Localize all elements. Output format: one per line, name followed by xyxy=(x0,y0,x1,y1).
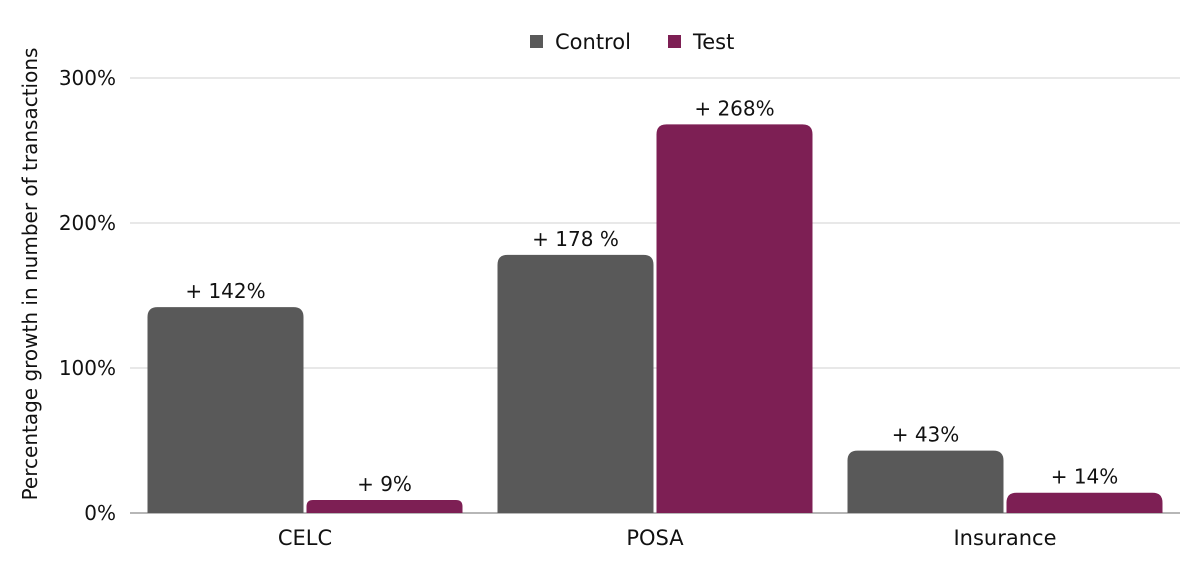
data-label: + 268% xyxy=(694,96,774,120)
data-label: + 142% xyxy=(185,279,265,303)
y-tick-label: 200% xyxy=(59,211,116,235)
category-label: POSA xyxy=(626,526,684,550)
y-tick-label: 100% xyxy=(59,356,116,380)
y-axis-title: Percentage growth in number of transacti… xyxy=(18,48,42,501)
legend-label-control: Control xyxy=(555,30,631,54)
bar-control-insurance xyxy=(847,450,1004,513)
y-tick-label: 300% xyxy=(59,66,116,90)
data-label: + 14% xyxy=(1051,465,1119,489)
bar-test-posa xyxy=(656,124,813,514)
data-label: + 9% xyxy=(357,472,412,496)
category-label: Insurance xyxy=(953,526,1056,550)
legend-swatch-test xyxy=(668,35,681,48)
bar-test-celc xyxy=(306,499,463,513)
data-label: + 178 % xyxy=(532,227,619,251)
legend-label-test: Test xyxy=(692,30,734,54)
data-label: + 43% xyxy=(892,423,960,447)
bar-control-posa xyxy=(497,254,654,513)
data-labels: + 142% + 9% + 178 % + 268% + 43% + 14% xyxy=(185,96,1118,496)
legend-swatch-control xyxy=(530,35,543,48)
gridlines xyxy=(130,77,1180,514)
bar-control-celc xyxy=(147,307,304,513)
x-axis-categories: CELC POSA Insurance xyxy=(278,526,1057,550)
y-axis-ticks: 0% 100% 200% 300% xyxy=(59,66,116,525)
y-tick-label: 0% xyxy=(84,501,116,525)
bars xyxy=(147,124,1163,514)
legend: Control Test xyxy=(530,30,734,54)
category-label: CELC xyxy=(278,526,332,550)
bar-test-insurance xyxy=(1006,492,1163,513)
